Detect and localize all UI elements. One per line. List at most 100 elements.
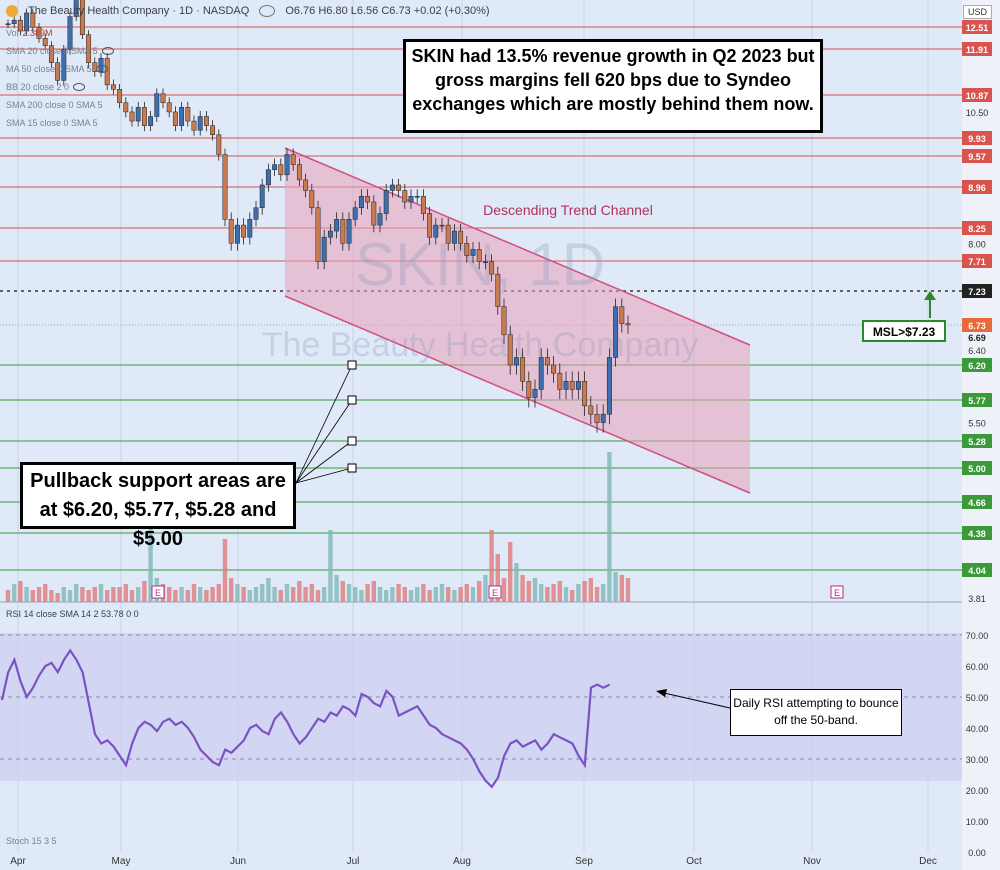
channel-label: Descending Trend Channel xyxy=(483,202,653,218)
volume-bar-37 xyxy=(235,584,240,602)
volume-bar-28 xyxy=(179,587,184,602)
candle-body-76 xyxy=(476,249,482,262)
indicator-ma50[interactable]: MA 50 close 0 SMA 5 xyxy=(6,60,114,78)
support-tag-1 xyxy=(962,393,992,407)
volume-bar-99 xyxy=(619,575,624,602)
resistance-tag-2 xyxy=(962,88,992,102)
support-tag-5 xyxy=(962,526,992,540)
candle-body-90 xyxy=(563,381,569,390)
volume-bar-19 xyxy=(123,584,128,602)
prior-close-label: 6.69 xyxy=(968,333,986,343)
visibility-eye-icon[interactable] xyxy=(259,5,276,17)
earnings-marker-0 xyxy=(151,585,165,599)
candle-body-24 xyxy=(154,93,160,117)
rsi-pointer-head xyxy=(656,689,667,697)
volume-bar-92 xyxy=(576,584,581,602)
currency-selector[interactable]: USD xyxy=(962,5,992,19)
rsi-tick-0: 0.00 xyxy=(968,848,986,858)
candle-body-100 xyxy=(625,323,631,326)
candle-body-5 xyxy=(36,27,42,39)
volume-bar-60 xyxy=(377,587,383,602)
msl-tag-label: 7.23 xyxy=(968,287,986,297)
earnings-marker-label-2: E xyxy=(834,588,840,598)
rsi-line xyxy=(0,648,611,789)
candle-body-42 xyxy=(265,169,271,186)
volume-bar-34 xyxy=(216,584,221,602)
volume-bar-0 xyxy=(5,590,11,602)
volume-bar-41 xyxy=(260,584,265,602)
indicator-sma20[interactable]: SMA 20 close 0 SMA 5 xyxy=(6,42,114,60)
candle-body-27 xyxy=(172,111,178,126)
candle-body-75 xyxy=(470,249,476,256)
candle-body-73 xyxy=(458,230,464,244)
volume-bar-40 xyxy=(253,587,259,602)
candle-body-43 xyxy=(272,164,278,170)
candle-body-34 xyxy=(216,134,222,155)
volume-bar-70 xyxy=(439,584,445,602)
rsi-annotation-note: Daily RSI attempting to bounce off the 5… xyxy=(730,689,902,736)
candle-body-71 xyxy=(445,224,451,244)
indicator-sma200[interactable]: SMA 200 close 0 SMA 5 xyxy=(6,100,103,110)
volume-bar-45 xyxy=(284,584,290,602)
earnings-marker-1 xyxy=(488,585,502,599)
candle-body-95 xyxy=(594,413,600,423)
candle-body-92 xyxy=(575,381,581,390)
pointer-box-3 xyxy=(347,463,357,473)
candle-body-97 xyxy=(606,357,612,415)
candle-body-58 xyxy=(365,195,371,203)
resistance-tag-label-1: 11.91 xyxy=(966,45,988,55)
candle-body-49 xyxy=(309,190,315,209)
volume-bar-48 xyxy=(303,587,308,602)
indicator-bb20[interactable]: BB 20 close 2 0 xyxy=(6,78,114,96)
volume-bar-49 xyxy=(309,584,314,602)
month-label-6: Oct xyxy=(686,856,702,867)
candle-body-30 xyxy=(191,120,197,131)
candle-body-84 xyxy=(526,381,532,398)
resistance-tag-7 xyxy=(962,254,992,268)
volume-bar-46 xyxy=(291,587,296,602)
candle-body-80 xyxy=(501,306,507,336)
volume-bar-22 xyxy=(142,581,147,602)
candle-body-74 xyxy=(464,243,470,256)
candle-body-23 xyxy=(148,116,154,126)
candle-body-2 xyxy=(17,19,23,32)
candle-body-45 xyxy=(284,154,290,176)
resistance-tag-label-7: 7.71 xyxy=(968,257,986,267)
current-price-tag xyxy=(962,318,992,332)
resistance-tag-label-4: 9.57 xyxy=(968,152,986,162)
price-tick-0: 10.50 xyxy=(966,108,989,118)
volume-bar-14 xyxy=(92,587,97,602)
hidden-eye-icon[interactable] xyxy=(95,65,108,73)
trend-channel-fill xyxy=(285,148,750,493)
candle-body-8 xyxy=(55,62,61,81)
resistance-tag-label-0: 12.51 xyxy=(966,23,989,33)
pointer-box-1 xyxy=(347,395,357,405)
resistance-tag-4 xyxy=(962,149,992,163)
indicator-sma15[interactable]: SMA 15 close 0 SMA 5 xyxy=(6,118,98,128)
volume-bar-61 xyxy=(384,590,389,602)
candle-body-55 xyxy=(346,219,352,244)
month-label-7: Nov xyxy=(803,856,821,867)
price-tick-4: 3.81 xyxy=(968,594,986,604)
volume-bar-15 xyxy=(98,584,104,602)
candle-body-83 xyxy=(520,357,526,382)
candle-body-48 xyxy=(303,179,309,191)
candle-body-37 xyxy=(234,224,240,244)
volume-bar-73 xyxy=(458,587,463,602)
volume-bar-63 xyxy=(396,584,401,602)
ohlc-readout: O6.76 H6.80 L6.56 C6.73 +0.02 (+0.30%) xyxy=(285,5,490,17)
support-tag-4 xyxy=(962,495,992,509)
candle-body-89 xyxy=(557,372,563,390)
earnings-marker-label-1: E xyxy=(492,588,498,598)
volume-bar-3 xyxy=(24,587,29,602)
volume-bar-11 xyxy=(74,584,79,602)
volume-bar-33 xyxy=(210,587,215,602)
hidden-eye-icon[interactable] xyxy=(73,83,86,91)
pointer-line-1 xyxy=(295,399,353,484)
candle-body-47 xyxy=(296,164,302,181)
support-tag-3 xyxy=(962,461,992,475)
candle-body-72 xyxy=(451,230,457,244)
hidden-eye-icon[interactable] xyxy=(101,47,114,55)
chart-title: The Beauty Health Company · 1D · NASDAQ xyxy=(28,5,250,17)
indicator-volume[interactable]: Vol 2.389M xyxy=(6,28,53,38)
